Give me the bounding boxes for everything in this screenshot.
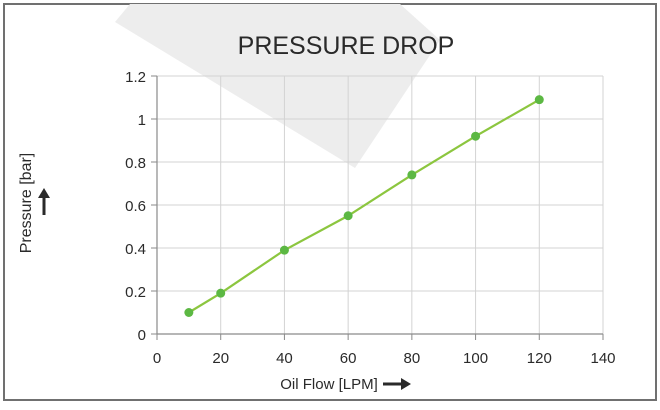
- x-axis-label: Oil Flow [LPM]: [280, 376, 378, 393]
- x-tick-label: 20: [212, 350, 229, 367]
- axes: [151, 75, 604, 340]
- data-point: [534, 95, 544, 105]
- data-point: [279, 245, 289, 255]
- x-tick-label: 140: [590, 350, 615, 367]
- y-tick-labels: 0 0.2 0.4 0.6 0.8 1 1.2: [125, 69, 146, 344]
- watermark-shape: [115, 4, 440, 168]
- y-axis-arrow-icon: [38, 188, 50, 215]
- x-tick-labels: 0 20 40 60 80 100 120 140: [153, 350, 616, 367]
- x-axis-arrow-icon: [383, 378, 411, 390]
- y-tick-label: 0: [138, 327, 146, 344]
- chart-title: PRESSURE DROP: [238, 32, 455, 60]
- x-axis-label-group: Oil Flow [LPM]: [280, 376, 411, 393]
- x-tick-label: 40: [276, 350, 293, 367]
- x-tick-label: 120: [527, 350, 552, 367]
- data-point: [216, 288, 226, 298]
- y-tick-label: 0.8: [125, 155, 146, 172]
- data-point: [343, 211, 353, 221]
- x-tick-label: 0: [153, 350, 161, 367]
- x-tick-label: 80: [404, 350, 421, 367]
- data-point: [184, 308, 194, 317]
- x-tick-label: 60: [340, 350, 357, 367]
- y-tick-label: 1.2: [125, 69, 146, 86]
- data-point: [471, 131, 481, 141]
- y-axis-label: Pressure [bar]: [18, 153, 35, 253]
- data-point: [407, 170, 417, 180]
- y-tick-label: 0.6: [125, 198, 146, 215]
- y-tick-label: 0.4: [125, 241, 146, 258]
- x-tick-label: 100: [463, 350, 488, 367]
- y-tick-label: 0.2: [125, 284, 146, 301]
- series: [184, 95, 544, 317]
- y-tick-label: 1: [138, 112, 146, 129]
- y-axis-label-group: Pressure [bar]: [18, 153, 50, 253]
